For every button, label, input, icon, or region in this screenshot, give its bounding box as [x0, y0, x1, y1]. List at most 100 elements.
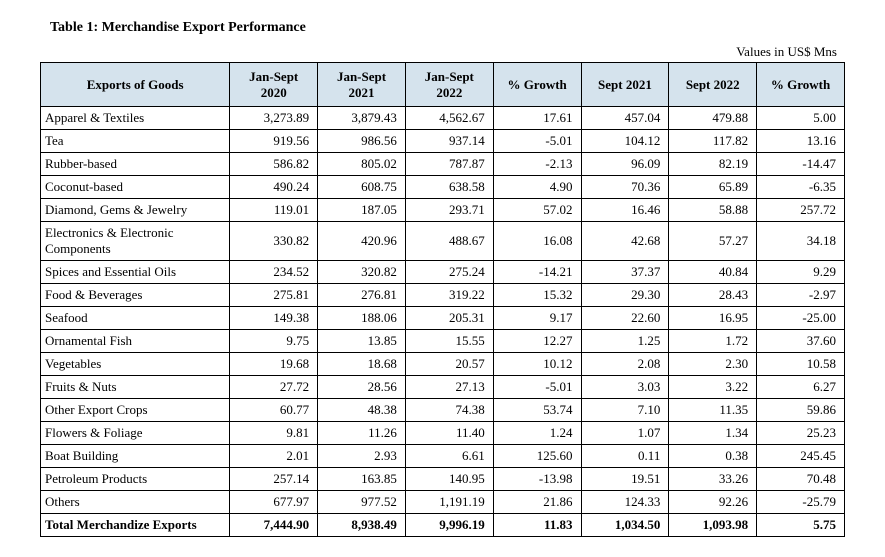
total-js2020: 7,444.90	[230, 514, 318, 537]
cell-js2021: 187.05	[318, 199, 406, 222]
cell-js2022: 488.67	[405, 222, 493, 261]
col-jan-sept-2021: Jan-Sept 2021	[318, 63, 406, 107]
cell-s2021: 7.10	[581, 399, 669, 422]
cell-js2021: 48.38	[318, 399, 406, 422]
cell-s2021: 19.51	[581, 468, 669, 491]
cell-growth1: -14.21	[493, 261, 581, 284]
cell-js2020: 2.01	[230, 445, 318, 468]
cell-js2021: 986.56	[318, 130, 406, 153]
table-row: Seafood149.38188.06205.319.1722.6016.95-…	[41, 307, 845, 330]
cell-js2021: 163.85	[318, 468, 406, 491]
cell-growth1: 15.32	[493, 284, 581, 307]
cell-s2021: 2.08	[581, 353, 669, 376]
table-row: Ornamental Fish9.7513.8515.5512.271.251.…	[41, 330, 845, 353]
cell-growth2: 245.45	[757, 445, 845, 468]
cell-js2021: 13.85	[318, 330, 406, 353]
cell-js2022: 937.14	[405, 130, 493, 153]
cell-growth1: 10.12	[493, 353, 581, 376]
cell-growth2: 25.23	[757, 422, 845, 445]
cell-s2021: 96.09	[581, 153, 669, 176]
row-label: Other Export Crops	[41, 399, 230, 422]
cell-js2022: 319.22	[405, 284, 493, 307]
cell-js2020: 3,273.89	[230, 107, 318, 130]
col-growth-1: % Growth	[493, 63, 581, 107]
cell-growth1: 16.08	[493, 222, 581, 261]
table-row: Tea919.56986.56937.14-5.01104.12117.8213…	[41, 130, 845, 153]
cell-s2021: 457.04	[581, 107, 669, 130]
cell-s2022: 1.72	[669, 330, 757, 353]
cell-growth1: 125.60	[493, 445, 581, 468]
cell-growth2: 9.29	[757, 261, 845, 284]
row-label: Vegetables	[41, 353, 230, 376]
cell-js2022: 15.55	[405, 330, 493, 353]
cell-growth1: 1.24	[493, 422, 581, 445]
row-label: Petroleum Products	[41, 468, 230, 491]
cell-js2020: 149.38	[230, 307, 318, 330]
row-label: Flowers & Foliage	[41, 422, 230, 445]
cell-js2022: 205.31	[405, 307, 493, 330]
total-js2021: 8,938.49	[318, 514, 406, 537]
cell-growth2: 34.18	[757, 222, 845, 261]
cell-js2020: 234.52	[230, 261, 318, 284]
cell-growth1: 53.74	[493, 399, 581, 422]
table-row: Rubber-based586.82805.02787.87-2.1396.09…	[41, 153, 845, 176]
cell-js2020: 677.97	[230, 491, 318, 514]
col-jan-sept-2022: Jan-Sept 2022	[405, 63, 493, 107]
cell-s2021: 37.37	[581, 261, 669, 284]
cell-growth1: 17.61	[493, 107, 581, 130]
col-jan-sept-2020: Jan-Sept 2020	[230, 63, 318, 107]
cell-growth2: -6.35	[757, 176, 845, 199]
row-label: Coconut-based	[41, 176, 230, 199]
cell-js2021: 2.93	[318, 445, 406, 468]
cell-s2022: 1.34	[669, 422, 757, 445]
cell-s2022: 2.30	[669, 353, 757, 376]
cell-growth2: -14.47	[757, 153, 845, 176]
row-label: Diamond, Gems & Jewelry	[41, 199, 230, 222]
cell-js2020: 27.72	[230, 376, 318, 399]
cell-js2020: 490.24	[230, 176, 318, 199]
cell-growth2: 257.72	[757, 199, 845, 222]
table-title: Table 1: Merchandise Export Performance	[50, 20, 845, 36]
total-s2022: 1,093.98	[669, 514, 757, 537]
row-label: Rubber-based	[41, 153, 230, 176]
cell-js2020: 275.81	[230, 284, 318, 307]
cell-s2021: 29.30	[581, 284, 669, 307]
cell-js2022: 20.57	[405, 353, 493, 376]
cell-s2022: 3.22	[669, 376, 757, 399]
row-label: Ornamental Fish	[41, 330, 230, 353]
cell-growth1: -13.98	[493, 468, 581, 491]
table-row: Apparel & Textiles3,273.893,879.434,562.…	[41, 107, 845, 130]
table-row: Petroleum Products257.14163.85140.95-13.…	[41, 468, 845, 491]
table-row: Vegetables19.6818.6820.5710.122.082.3010…	[41, 353, 845, 376]
table-row: Spices and Essential Oils234.52320.82275…	[41, 261, 845, 284]
cell-s2022: 65.89	[669, 176, 757, 199]
cell-growth2: 59.86	[757, 399, 845, 422]
cell-growth2: 13.16	[757, 130, 845, 153]
cell-js2021: 188.06	[318, 307, 406, 330]
row-label: Spices and Essential Oils	[41, 261, 230, 284]
row-label: Boat Building	[41, 445, 230, 468]
table-row: Flowers & Foliage9.8111.2611.401.241.071…	[41, 422, 845, 445]
cell-growth2: 6.27	[757, 376, 845, 399]
cell-js2022: 74.38	[405, 399, 493, 422]
cell-s2022: 117.82	[669, 130, 757, 153]
cell-js2020: 330.82	[230, 222, 318, 261]
cell-js2022: 293.71	[405, 199, 493, 222]
table-row: Food & Beverages275.81276.81319.2215.322…	[41, 284, 845, 307]
cell-s2022: 40.84	[669, 261, 757, 284]
col-growth-2: % Growth	[757, 63, 845, 107]
cell-js2022: 638.58	[405, 176, 493, 199]
table-row: Fruits & Nuts27.7228.5627.13-5.013.033.2…	[41, 376, 845, 399]
cell-js2020: 9.75	[230, 330, 318, 353]
cell-growth2: -25.00	[757, 307, 845, 330]
cell-growth1: -5.01	[493, 376, 581, 399]
cell-js2022: 275.24	[405, 261, 493, 284]
cell-js2022: 11.40	[405, 422, 493, 445]
cell-js2022: 6.61	[405, 445, 493, 468]
cell-growth1: -2.13	[493, 153, 581, 176]
cell-s2022: 58.88	[669, 199, 757, 222]
header-row: Exports of Goods Jan-Sept 2020 Jan-Sept …	[41, 63, 845, 107]
cell-growth1: 21.86	[493, 491, 581, 514]
cell-js2021: 608.75	[318, 176, 406, 199]
cell-s2022: 16.95	[669, 307, 757, 330]
